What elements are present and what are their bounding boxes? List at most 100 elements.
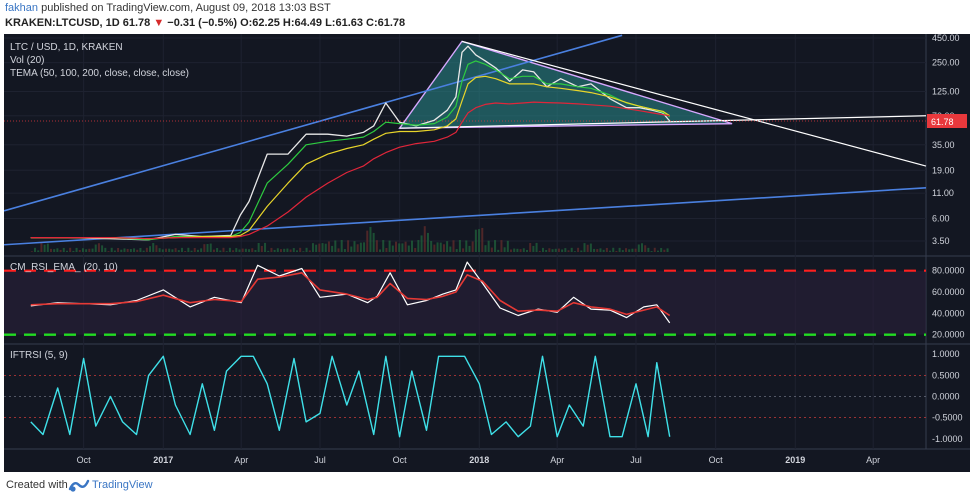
volume-bar (554, 248, 557, 252)
volume-bar (75, 247, 78, 252)
volume-bar (347, 240, 350, 252)
volume-bar (426, 232, 429, 252)
volume-bar (248, 249, 251, 252)
volume-bar (34, 247, 37, 252)
volume-bar (478, 229, 481, 252)
volume-bar (363, 242, 366, 252)
volume-bar (551, 249, 554, 252)
iftrsi-tick-label: 0.5000 (932, 370, 960, 380)
volume-bar (561, 249, 564, 252)
volume-bar (660, 247, 663, 252)
chart-area[interactable]: LTC / USD, 1D, KRAKEN Vol (20) TEMA (50, 1… (4, 34, 970, 472)
volume-bar (583, 243, 586, 252)
volume-bar (283, 248, 286, 252)
volume-bar (442, 244, 445, 252)
down-arrow-icon: ▼ (153, 17, 165, 29)
volume-bar (273, 249, 276, 252)
volume-bar (168, 248, 171, 252)
volume-bar (260, 245, 263, 252)
volume-bar (216, 248, 219, 252)
volume-bar (404, 241, 407, 252)
volume-bar (481, 227, 484, 252)
volume-bar (251, 248, 254, 252)
volume-bar (219, 250, 222, 252)
volume-bar (465, 240, 468, 252)
volume-bar (212, 249, 215, 252)
volume-bar (430, 240, 433, 252)
volume-bar (596, 249, 599, 252)
volume-bar (541, 247, 544, 252)
price-change: −0.31 (−0.5%) (167, 17, 238, 29)
volume-bar (484, 245, 487, 252)
x-tick-label: 2017 (153, 455, 173, 465)
resistance-line[interactable] (461, 40, 927, 167)
volume-bar (177, 250, 180, 252)
volume-bar (353, 241, 356, 252)
tema-100-line[interactable] (30, 75, 671, 240)
volume-bar (289, 249, 292, 252)
volume-bar (446, 241, 449, 252)
volume-bar (458, 240, 461, 252)
volume-bar (372, 232, 375, 252)
iftrsi-pane[interactable]: IFTRSI (5, 9) (4, 350, 926, 438)
ohlc-values: O:62.25 H:64.49 L:61.63 C:61.78 (240, 17, 406, 29)
volume-bar (56, 248, 59, 252)
volume-bar (136, 249, 139, 252)
volume-bar (46, 243, 49, 252)
volume-bar (81, 248, 84, 252)
price-pane[interactable]: LTC / USD, 1D, KRAKEN Vol (20) TEMA (50, 1… (4, 34, 927, 252)
volume-bar (513, 248, 516, 252)
volume-bar (225, 251, 228, 252)
volume-bar (334, 240, 337, 252)
upper-trend-line[interactable] (4, 34, 623, 212)
volume-bar (200, 248, 203, 252)
volume-bar (490, 247, 493, 252)
chart-svg[interactable]: LTC / USD, 1D, KRAKEN Vol (20) TEMA (50, 1… (4, 34, 970, 472)
volume-bar (203, 244, 206, 252)
tradingview-brand[interactable]: TradingView (92, 479, 153, 491)
iftrsi-line[interactable] (30, 355, 671, 438)
publish-header: fakhan published on TradingView.com, Aug… (0, 0, 974, 34)
volume-bar (40, 243, 43, 252)
rsi-pane-title: CM_RSI_EMA_ (20, 10) (10, 262, 118, 273)
tradingview-logo-icon (68, 479, 90, 492)
last-price-tag (927, 114, 967, 129)
volume-bar (171, 249, 174, 252)
volume-bar (634, 248, 637, 252)
volume-bar (53, 249, 56, 252)
rsi-ema-line[interactable] (30, 272, 671, 317)
tema-200-line[interactable] (30, 101, 670, 240)
volume-bar (280, 249, 283, 252)
volume-bar (94, 244, 97, 252)
volume-bar (69, 247, 72, 252)
volume-bar (318, 243, 321, 252)
volume-bar (165, 248, 168, 252)
price-close-line[interactable] (30, 45, 671, 241)
volume-bar (356, 244, 359, 252)
author-link[interactable]: fakhan (5, 2, 39, 14)
volume-bar (302, 251, 305, 252)
volume-bar (152, 242, 155, 252)
volume-bar (129, 249, 132, 252)
volume-bar (97, 243, 100, 252)
rsi-band (4, 270, 926, 335)
volume-bar (174, 248, 177, 252)
volume-bar (206, 244, 209, 252)
tema-50-line[interactable] (30, 60, 671, 241)
volume-bar (407, 245, 410, 252)
rsi-pane[interactable]: CM_RSI_EMA_ (20, 10) (4, 261, 926, 336)
volume-bar (593, 248, 596, 252)
volume-bar (647, 247, 650, 252)
price-tick-label: 6.00 (932, 213, 950, 223)
volume-bar (123, 248, 126, 252)
x-tick-label: Oct (393, 455, 408, 465)
support-line[interactable] (399, 115, 927, 129)
volume-bar (666, 248, 669, 252)
volume-bar (621, 250, 624, 252)
volume-bar (580, 250, 583, 252)
lower-trend-line[interactable] (4, 186, 927, 246)
x-tick-label: 2019 (785, 455, 805, 465)
volume-bar (379, 249, 382, 252)
iftrsi-pane-title: IFTRSI (5, 9) (10, 350, 68, 361)
volume-bar (625, 248, 628, 252)
